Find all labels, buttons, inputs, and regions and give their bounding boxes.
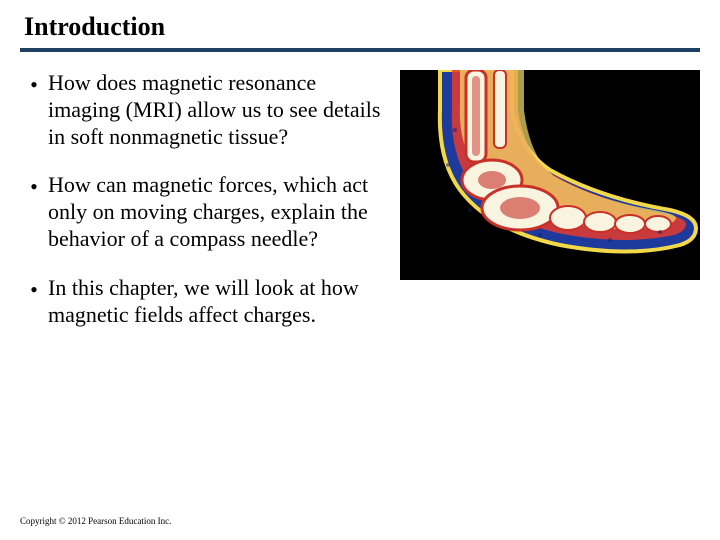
- copyright-text: Copyright © 2012 Pearson Education Inc.: [20, 516, 171, 526]
- slide: Introduction • How does magnetic resonan…: [0, 0, 720, 540]
- slide-title: Introduction: [24, 12, 700, 48]
- bullet-item: • In this chapter, we will look at how m…: [20, 275, 390, 329]
- mri-figure: [400, 70, 700, 280]
- bullet-text: How can magnetic forces, which act only …: [48, 172, 390, 252]
- bullet-list: • How does magnetic resonance imaging (M…: [20, 70, 390, 329]
- bullet-text: In this chapter, we will look at how mag…: [48, 275, 390, 329]
- title-rule: [20, 48, 700, 52]
- bullet-item: • How does magnetic resonance imaging (M…: [20, 70, 390, 150]
- content-area: • How does magnetic resonance imaging (M…: [20, 70, 700, 329]
- mri-svg: [400, 70, 700, 280]
- bullet-marker: •: [20, 70, 48, 150]
- bullet-marker: •: [20, 172, 48, 252]
- bullet-marker: •: [20, 275, 48, 329]
- bullet-item: • How can magnetic forces, which act onl…: [20, 172, 390, 252]
- bullet-text: How does magnetic resonance imaging (MRI…: [48, 70, 390, 150]
